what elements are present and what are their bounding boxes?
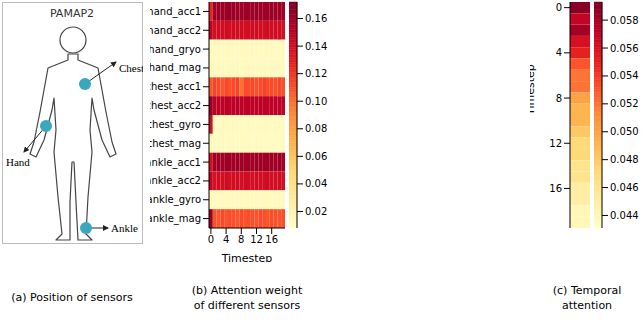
svg-text:0.10: 0.10	[305, 96, 327, 107]
svg-text:chest_mag: chest_mag	[150, 138, 201, 150]
svg-text:0.16: 0.16	[305, 13, 327, 24]
html-text:(b) Attention weight of differ: (b) Attention weight of different sensor…	[191, 284, 303, 312]
svg-text:Timestep: Timestep	[530, 64, 537, 116]
svg-text:4: 4	[556, 47, 562, 58]
svg-text:hand_acc2: hand_acc2	[150, 25, 201, 37]
svg-text:16: 16	[549, 183, 562, 194]
svg-text:Ankle: Ankle	[111, 222, 138, 234]
svg-text:ankle_acc2: ankle_acc2	[150, 175, 201, 187]
svg-text:0.08: 0.08	[305, 123, 327, 134]
html-text:(a) Position of sensors: (a) Position of sensors	[11, 291, 133, 304]
svg-text:0.050: 0.050	[610, 126, 635, 137]
svg-text:0.044: 0.044	[610, 210, 635, 221]
svg-text:12: 12	[549, 138, 562, 149]
svg-text:0.14: 0.14	[305, 41, 327, 52]
html-text:(c) Temporal attention: (c) Temporal attention	[552, 284, 622, 312]
svg-text:0.052: 0.052	[610, 98, 635, 109]
svg-text:chest_acc1: chest_acc1	[150, 81, 201, 93]
svg-text:0: 0	[556, 2, 562, 13]
svg-text:12: 12	[250, 234, 263, 245]
svg-text:0.12: 0.12	[305, 68, 327, 79]
svg-text:0.046: 0.046	[610, 182, 635, 193]
svg-text:chest_acc2: chest_acc2	[150, 100, 201, 112]
svg-text:0.02: 0.02	[305, 206, 327, 217]
svg-text:chest_gyro: chest_gyro	[150, 119, 201, 131]
svg-text:hand_mag: hand_mag	[150, 62, 201, 74]
svg-text:0.06: 0.06	[305, 151, 327, 162]
svg-text:0.058: 0.058	[610, 15, 635, 26]
svg-text:hand_gryo: hand_gryo	[150, 44, 201, 56]
svg-text:0.056: 0.056	[610, 43, 635, 54]
svg-text:0.054: 0.054	[610, 70, 635, 81]
svg-text:0: 0	[208, 234, 214, 245]
svg-text:16: 16	[265, 234, 278, 245]
svg-text:8: 8	[238, 234, 244, 245]
svg-text:ankle_mag: ankle_mag	[150, 213, 201, 225]
svg-text:4: 4	[223, 234, 229, 245]
svg-text:0.048: 0.048	[610, 154, 635, 165]
svg-text:8: 8	[556, 93, 562, 104]
svg-text:ankle_gyro: ankle_gyro	[150, 194, 201, 206]
svg-text:Chest: Chest	[119, 62, 143, 74]
svg-text:Hand: Hand	[8, 156, 30, 168]
svg-text:ankle_acc1: ankle_acc1	[150, 157, 201, 169]
svg-text:PAMAP2: PAMAP2	[50, 7, 94, 20]
svg-text:0.04: 0.04	[305, 178, 327, 189]
svg-text:hand_acc1: hand_acc1	[150, 6, 201, 18]
svg-text:Timestep: Timestep	[221, 252, 273, 262]
